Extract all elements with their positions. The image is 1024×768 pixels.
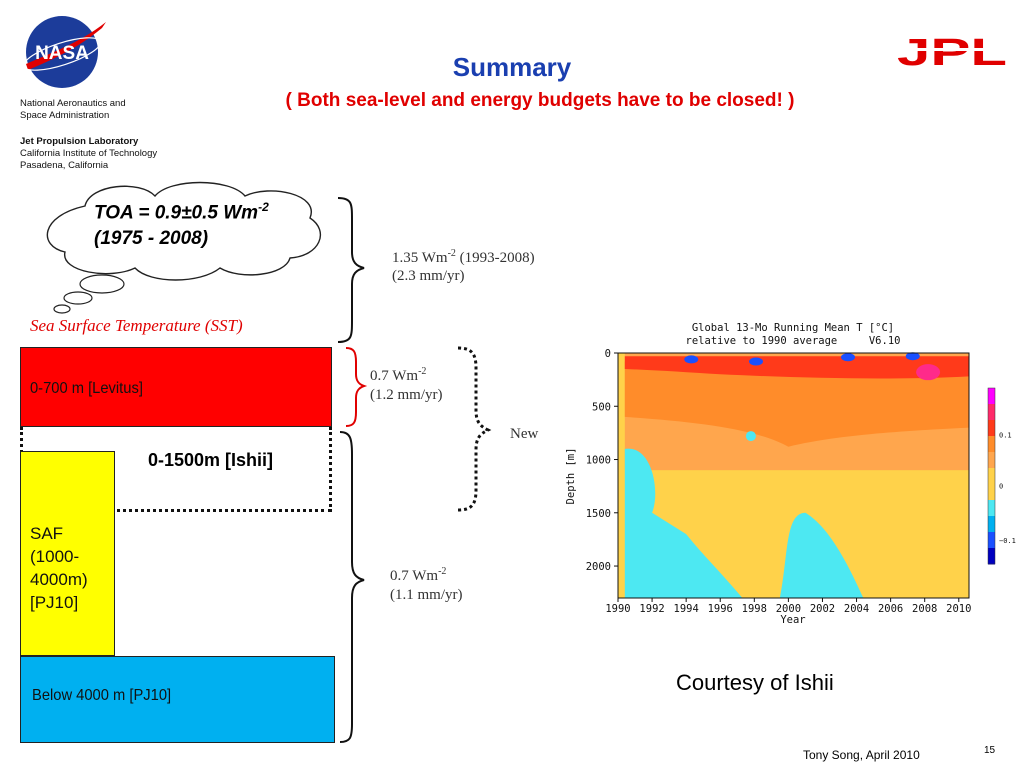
x-tick-label-6: 2002 <box>810 603 835 615</box>
layer-levitus-label: 0-700 m [Levitus] <box>30 380 143 397</box>
heatmap-cool-patch <box>745 431 756 442</box>
jpl-org-line3: Pasadena, California <box>20 160 109 171</box>
layer-ishii-label: 0-1500m [Ishii] <box>148 450 274 470</box>
jpl-org-line1: Jet Propulsion Laboratory <box>20 136 139 147</box>
layer-levitus-box <box>20 347 332 427</box>
heatmap-plot-area <box>618 352 969 598</box>
x-axis-ticks: 1990 1992 1994 1996 1998 2000 2002 2004 2006 2008… <box>605 598 971 615</box>
y-axis-ticks: 0 500 1000 1500 2000 <box>586 348 618 573</box>
heatmap-cold-blob-3 <box>905 352 920 361</box>
colorbar-segment-6 <box>988 484 995 501</box>
y-tick-label-1: 500 <box>592 401 611 413</box>
chart-title-line1: Global 13-Mo Running Mean T [°C] <box>692 322 894 334</box>
layer-below-box <box>20 656 335 743</box>
flux-top-value: 1.35 Wm-2 (1993-2008) <box>392 248 535 267</box>
flux-mid-text: 0.7 Wm <box>370 368 419 384</box>
temperature-heatmap-chart: Global 13-Mo Running Mean T [°C] relativ… <box>565 322 1016 626</box>
x-tick-label-4: 1998 <box>742 603 767 615</box>
y-tick-label-0: 0 <box>605 348 611 360</box>
colorbar: 0.1 0 −0.1 <box>987 387 1016 565</box>
nasa-org-line2: Space Administration <box>20 110 110 121</box>
x-tick-label-1: 1992 <box>639 603 664 615</box>
flux-top-period: (1993-2008) <box>455 250 535 266</box>
footer-author: Tony Song, April 2010 <box>803 748 920 762</box>
colorbar-segment-8 <box>988 516 995 533</box>
jpl-org-name: Jet Propulsion Laboratory California Ins… <box>20 136 157 172</box>
colorbar-segment-7 <box>988 500 995 517</box>
layer-saf-line2: (1000- <box>30 547 80 566</box>
page-title: Summary <box>452 52 572 82</box>
x-tick-label-8: 2006 <box>878 603 903 615</box>
heatmap-region-cool-left <box>624 448 743 598</box>
colorbar-frame <box>987 387 996 565</box>
nasa-logo-text: NASA <box>35 43 89 64</box>
heatmap-region-warm-strong <box>624 356 969 379</box>
chart-title-line2: relative to 1990 average V6.10 <box>686 335 901 347</box>
nasa-logo: NASA <box>23 16 106 88</box>
toa-value-text: TOA = 0.9±0.5 Wm <box>94 202 259 224</box>
nasa-org-name: National Aeronautics and Space Administr… <box>20 98 126 122</box>
heatmap-cold-blob-0 <box>684 355 699 364</box>
y-tick-label-2: 1000 <box>586 455 611 467</box>
toa-value: TOA = 0.9±0.5 Wm-2 <box>94 200 269 224</box>
x-tick-label-5: 2000 <box>776 603 801 615</box>
colorbar-segment-4 <box>988 452 995 469</box>
flux-mid-value: 0.7 Wm-2 <box>370 366 426 385</box>
layer-below-label: Below 4000 m [PJ10] <box>32 687 172 704</box>
toa-period: (1975 - 2008) <box>94 228 209 249</box>
sst-label: Sea Surface Temperature (SST) <box>30 316 243 335</box>
flux-top-text: 1.35 Wm <box>392 250 448 266</box>
page-subtitle: ( Both sea-level and energy budgets have… <box>285 90 795 111</box>
y-tick-label-3: 1500 <box>586 508 611 520</box>
layer-saf-box <box>20 451 115 656</box>
flux-braces <box>337 197 492 743</box>
colorbar-segment-3 <box>988 436 995 453</box>
flux-low-sealevel: (1.1 mm/yr) <box>390 587 463 603</box>
page-number: 15 <box>984 745 996 756</box>
plot-frame <box>617 352 970 599</box>
nasa-org-line1: National Aeronautics and <box>20 98 126 109</box>
heatmap-region-cool-right <box>779 512 864 598</box>
heatmap-cold-blob-2 <box>841 353 856 362</box>
new-label: New <box>510 426 539 442</box>
colorbar-segment-2 <box>988 420 995 437</box>
colorbar-segment-5 <box>988 468 995 485</box>
colorbar-label-1: 0 <box>999 483 1003 491</box>
y-tick-label-4: 2000 <box>586 561 611 573</box>
layer-saf-line1: SAF <box>30 524 64 543</box>
colorbar-segment-1 <box>988 404 995 421</box>
x-axis-label: Year <box>780 614 805 626</box>
toa-value-sup: -2 <box>258 200 269 214</box>
colorbar-segment-9 <box>988 532 995 549</box>
colorbar-label-2: −0.1 <box>999 537 1016 545</box>
flux-low-value: 0.7 Wm-2 <box>390 566 446 585</box>
jpl-org-line2: California Institute of Technology <box>20 148 158 159</box>
colorbar-segment-0 <box>988 388 995 405</box>
x-tick-label-10: 2010 <box>946 603 971 615</box>
layer-saf-line3: 4000m) <box>30 570 88 589</box>
y-axis-label: Depth [m] <box>565 448 577 505</box>
flux-low-text: 0.7 Wm <box>390 568 439 584</box>
jpl-logo: JPL <box>896 34 1008 68</box>
flux-mid-sup: -2 <box>418 366 427 377</box>
colorbar-segment-10 <box>988 548 995 565</box>
colorbar-label-0: 0.1 <box>999 432 1012 440</box>
flux-top-sup: -2 <box>447 248 456 259</box>
x-tick-label-3: 1996 <box>708 603 733 615</box>
toa-cloud <box>46 181 322 314</box>
heatmap-region-warm <box>624 361 969 447</box>
x-tick-label-2: 1994 <box>674 603 699 615</box>
flux-top-sealevel: (2.3 mm/yr) <box>392 268 465 284</box>
x-tick-label-9: 2008 <box>912 603 937 615</box>
layer-saf-line4: [PJ10] <box>30 593 79 612</box>
flux-low-sup: -2 <box>438 566 447 577</box>
heatmap-hotspot <box>916 364 941 381</box>
layer-saf-label: SAF (1000- 4000m) [PJ10] <box>30 522 88 614</box>
flux-mid-sealevel: (1.2 mm/yr) <box>370 387 443 403</box>
x-tick-label-7: 2004 <box>844 603 869 615</box>
heatmap-cold-blob-1 <box>749 357 764 366</box>
courtesy-note: Courtesy of Ishii <box>676 670 834 695</box>
x-tick-label-0: 1990 <box>605 603 630 615</box>
